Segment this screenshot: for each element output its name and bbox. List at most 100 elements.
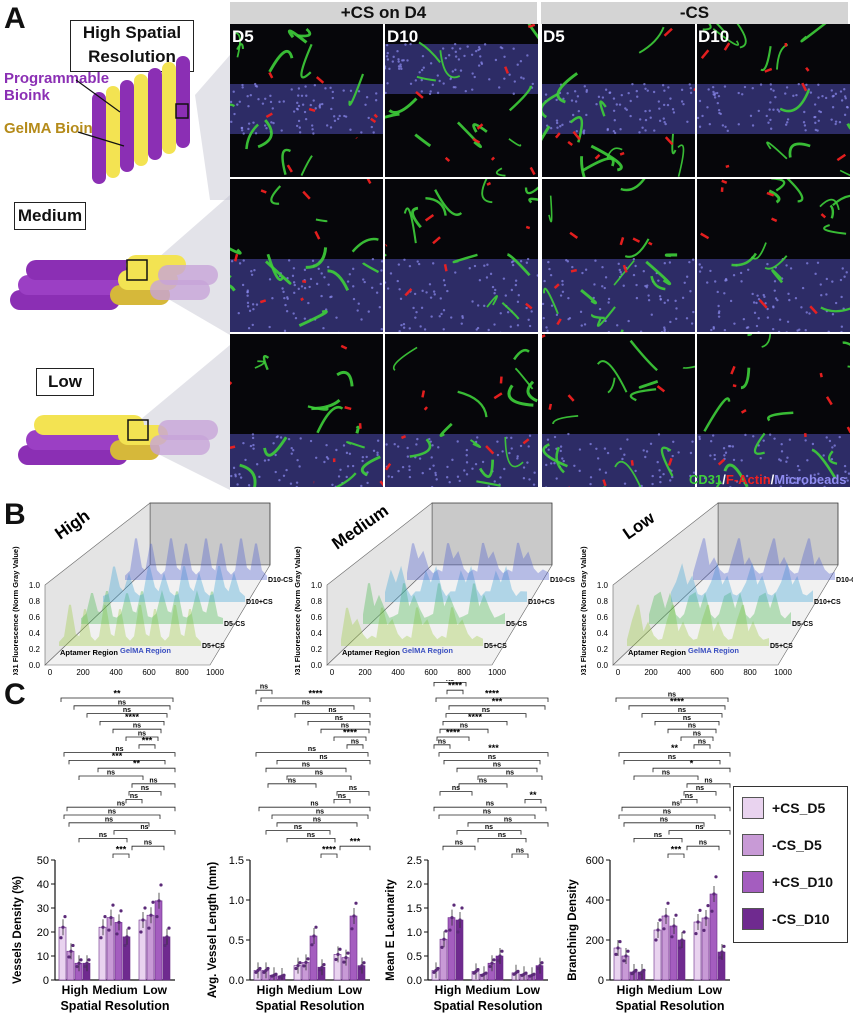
- significance-bracket: [336, 791, 370, 796]
- profile-curve: [407, 542, 549, 580]
- y-tick-label: 2.5: [407, 855, 422, 867]
- significance-label: ns: [654, 832, 662, 839]
- bar: [701, 917, 710, 981]
- data-point: [159, 883, 163, 887]
- bar: [309, 935, 318, 981]
- significance-label: ns: [479, 777, 487, 784]
- y-tick-label: 0.8: [597, 597, 609, 606]
- significance-bracket: [286, 775, 352, 780]
- data-point: [167, 926, 171, 930]
- group-legend: +CS_D5 -CS_D5 +CS_D10 -CS_D10: [733, 786, 848, 943]
- category-label: High: [435, 983, 462, 997]
- category-label: High: [62, 983, 89, 997]
- y-tick-label: 0.0: [407, 975, 422, 987]
- data-point: [622, 959, 626, 963]
- x-axis-label: Spatial Resolution: [615, 999, 724, 1013]
- significance-bracket: [60, 697, 174, 702]
- significance-bracket: [131, 845, 165, 851]
- significance-label: ns: [308, 746, 316, 753]
- significance-label: ***: [488, 743, 499, 753]
- legend-swatch: [742, 871, 764, 893]
- significance-label: ***: [671, 845, 682, 855]
- significance-label: ns: [335, 715, 343, 722]
- data-point: [722, 944, 726, 948]
- y-tick-label: 0.0: [311, 661, 323, 670]
- data-point: [69, 949, 73, 953]
- x-axis-label: Spatial Resolution: [60, 999, 169, 1013]
- significance-label: ns: [699, 840, 707, 847]
- significance-label: **: [113, 689, 121, 699]
- significance-bracket: [477, 838, 527, 843]
- series-label: D5+CS: [770, 643, 793, 650]
- category-label: High: [617, 983, 644, 997]
- microscopy-tile: [697, 334, 850, 487]
- series-label: D10+CS: [528, 599, 555, 606]
- significance-label: ns: [668, 692, 676, 699]
- significance-label: ns: [107, 770, 115, 777]
- x-tick-label: 800: [175, 668, 189, 675]
- significance-bracket: [99, 721, 165, 726]
- data-point: [334, 957, 338, 962]
- y-tick-label: 1.5: [229, 855, 244, 867]
- legend-item: -CS_D5: [742, 834, 822, 856]
- significance-bracket: [138, 744, 156, 749]
- data-point: [532, 972, 536, 976]
- y-axis-label: Avg. Vessel Length (mm): [207, 862, 219, 998]
- significance-label: ns: [516, 848, 524, 855]
- data-point: [536, 966, 540, 971]
- significance-bracket: [73, 705, 171, 710]
- significance-bracket: [623, 760, 721, 765]
- data-point: [642, 968, 646, 972]
- significance-label: ns: [662, 770, 670, 777]
- data-point: [682, 930, 686, 934]
- region-aptamer-label: Aptamer Region: [60, 648, 118, 657]
- series-label: D10-CS: [836, 577, 853, 584]
- profile-group: 0.0 0.2 0.4 0.6 0.8 1.0 0 200 400 600 800 1000 CD31 …: [11, 502, 293, 675]
- significance-bracket: [63, 752, 176, 757]
- x-tick-label: 200: [76, 668, 90, 675]
- bar: [439, 938, 448, 981]
- data-point: [718, 956, 722, 960]
- region-gelma-label: GelMA Region: [688, 646, 739, 655]
- significance-bracket: [320, 853, 338, 858]
- bar-chart: 0 200 400 600 Branching Density Spatial Resol…: [567, 692, 731, 1013]
- x-tick-label: 600: [142, 668, 156, 675]
- data-point: [258, 966, 262, 971]
- significance-label: ns: [660, 816, 668, 823]
- category-label: Low: [698, 983, 723, 997]
- profile-group: 0.0 0.2 0.4 0.6 0.8 1.0 0 200 400 600 800 1000 CD31 …: [293, 501, 575, 675]
- medium-resolution-scaffold: [10, 195, 230, 335]
- data-point: [696, 920, 700, 924]
- data-point: [452, 903, 456, 907]
- data-point: [362, 961, 366, 965]
- y-tick-label: 40: [37, 879, 49, 891]
- data-point: [358, 966, 362, 971]
- x-tick-label: 600: [424, 668, 438, 675]
- significance-label: ns: [349, 785, 357, 792]
- y-tick-label: 0.6: [597, 613, 609, 622]
- significance-bracket: [686, 845, 720, 851]
- significance-bracket: [78, 838, 128, 843]
- significance-bracket: [439, 728, 489, 734]
- data-point: [107, 928, 111, 932]
- significance-label: ns: [672, 801, 680, 808]
- significance-bracket: [641, 713, 723, 718]
- significance-label: ns: [108, 809, 116, 816]
- data-point: [123, 943, 127, 948]
- significance-label: ns: [438, 738, 446, 745]
- significance-label: ns: [504, 816, 512, 823]
- significance-label: ***: [350, 837, 361, 847]
- significance-label: ns: [698, 738, 706, 745]
- significance-label: ns: [695, 824, 703, 831]
- significance-label: ns: [663, 809, 671, 816]
- data-point: [350, 927, 354, 931]
- data-point: [702, 928, 706, 932]
- y-tick-label: 0.5: [229, 935, 244, 947]
- legend-item: +CS_D10: [742, 871, 833, 893]
- data-point: [266, 966, 270, 971]
- data-point: [310, 943, 314, 947]
- significance-label: ns: [704, 777, 712, 784]
- significance-label: ns: [351, 738, 359, 745]
- significance-label: ns: [316, 809, 324, 816]
- significance-bracket: [652, 767, 731, 773]
